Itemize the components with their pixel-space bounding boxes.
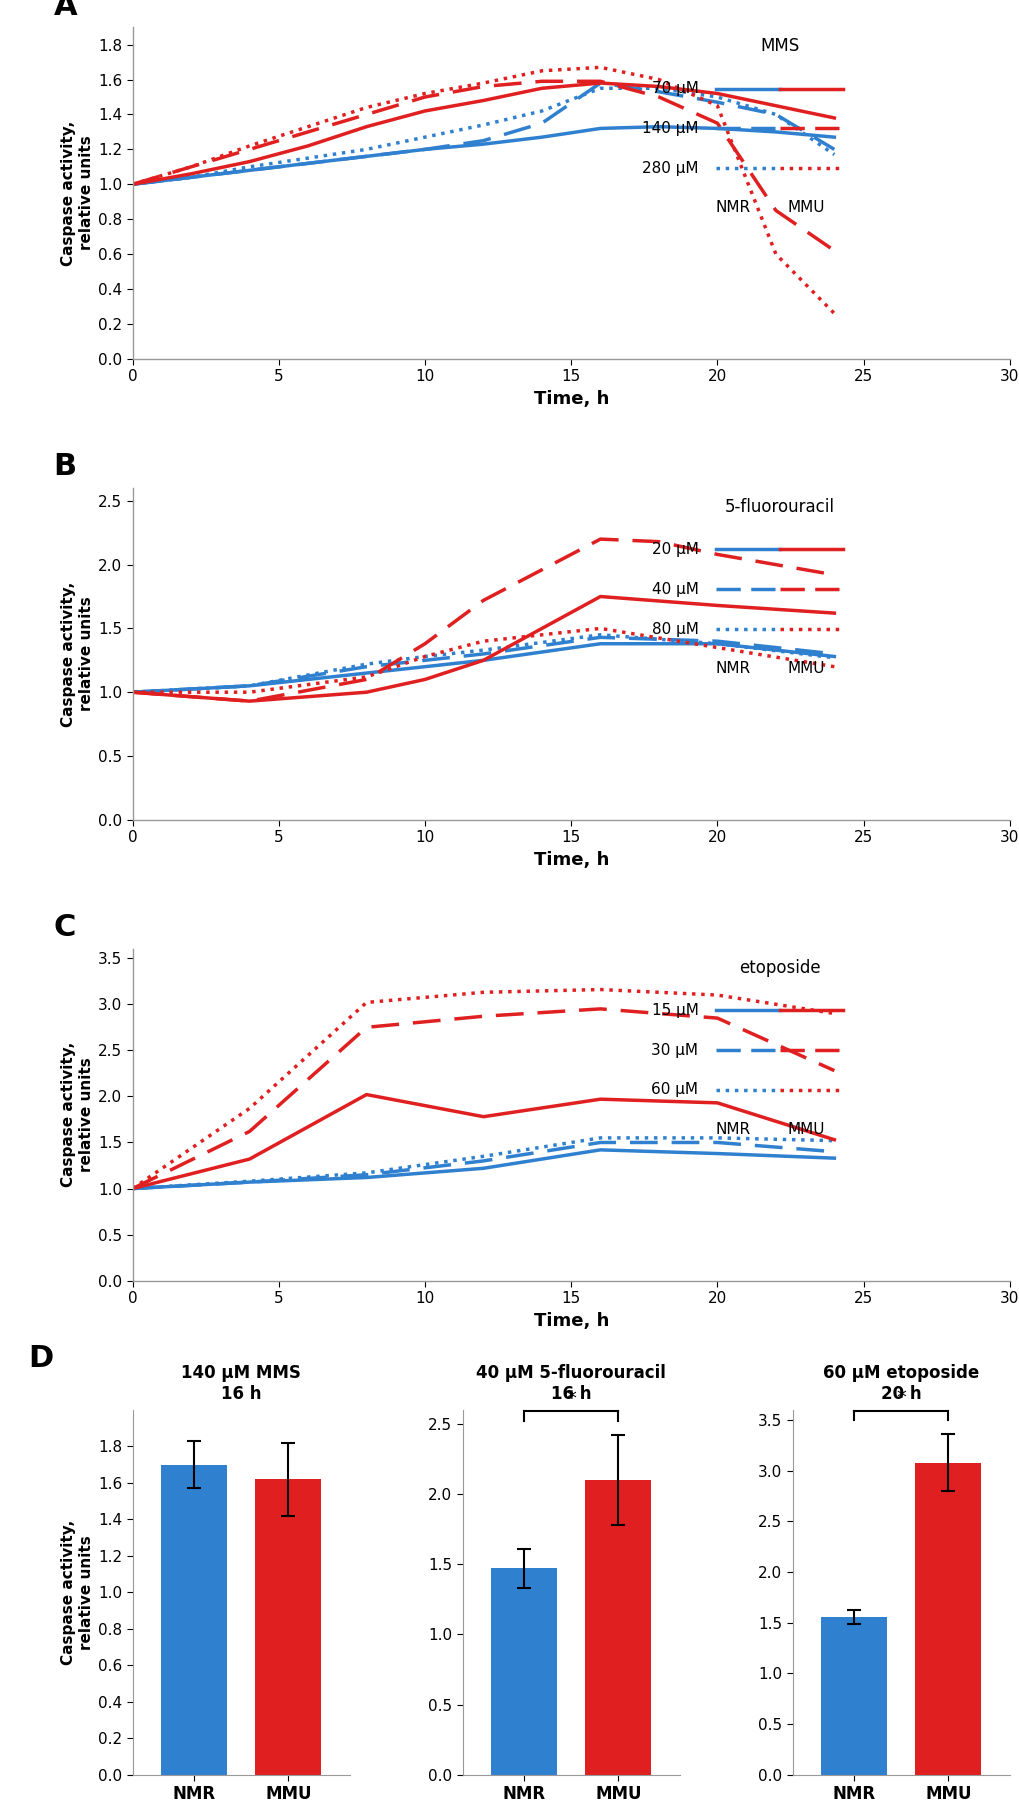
X-axis label: Time, h: Time, h: [533, 1311, 608, 1329]
Text: 60 μM: 60 μM: [651, 1083, 698, 1097]
Text: MMS: MMS: [759, 36, 798, 54]
Text: 280 μM: 280 μM: [641, 161, 698, 176]
Bar: [585, 1480, 651, 1775]
Title: 140 μM MMS
16 h: 140 μM MMS 16 h: [181, 1364, 301, 1404]
Text: MMU: MMU: [787, 661, 824, 676]
Bar: [914, 1463, 980, 1775]
Text: 80 μM: 80 μM: [651, 621, 698, 636]
Text: *: *: [566, 1389, 576, 1407]
Bar: [490, 1568, 556, 1775]
Y-axis label: Caspase activity,
relative units: Caspase activity, relative units: [61, 120, 94, 266]
Text: 15 μM: 15 μM: [651, 1003, 698, 1018]
Text: NMR: NMR: [715, 1123, 750, 1137]
Text: *: *: [896, 1387, 905, 1407]
Text: B: B: [54, 453, 76, 482]
Y-axis label: Caspase activity,
relative units: Caspase activity, relative units: [61, 1041, 94, 1188]
Text: NMR: NMR: [715, 661, 750, 676]
Y-axis label: Caspase activity,
relative units: Caspase activity, relative units: [61, 1519, 94, 1664]
Text: C: C: [54, 913, 76, 942]
Text: A: A: [54, 0, 77, 20]
Bar: [255, 1480, 321, 1775]
Text: NMR: NMR: [715, 201, 750, 216]
Title: 40 μM 5-fluorouracil
16 h: 40 μM 5-fluorouracil 16 h: [476, 1364, 665, 1404]
Text: etoposide: etoposide: [738, 960, 819, 976]
Text: 30 μM: 30 μM: [651, 1043, 698, 1058]
Bar: [820, 1617, 887, 1775]
Text: 5-fluorouracil: 5-fluorouracil: [723, 498, 834, 516]
Text: 70 μM: 70 μM: [651, 81, 698, 96]
Bar: [161, 1465, 227, 1775]
Text: 140 μM: 140 μM: [641, 121, 698, 136]
X-axis label: Time, h: Time, h: [533, 851, 608, 869]
Text: MMU: MMU: [787, 201, 824, 216]
Text: MMU: MMU: [787, 1123, 824, 1137]
Text: D: D: [29, 1344, 54, 1373]
Text: 20 μM: 20 μM: [651, 541, 698, 558]
Text: 40 μM: 40 μM: [651, 581, 698, 598]
Title: 60 μM etoposide
20 h: 60 μM etoposide 20 h: [822, 1364, 978, 1404]
Y-axis label: Caspase activity,
relative units: Caspase activity, relative units: [61, 581, 94, 726]
X-axis label: Time, h: Time, h: [533, 389, 608, 407]
